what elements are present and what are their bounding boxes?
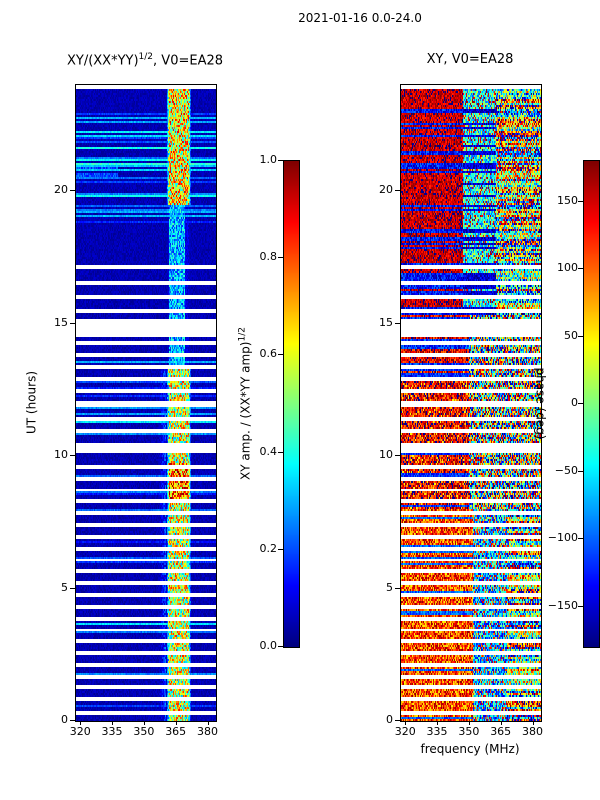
right-colorbar-tick-mark [578, 605, 583, 607]
y-tick-label: 20 [54, 183, 68, 196]
x-tick-mark [112, 721, 114, 725]
x-tick-label: 380 [197, 725, 218, 738]
right-colorbar-tick-mark [578, 335, 583, 337]
y-tick-label: 0 [386, 713, 393, 726]
y-tick-mark [70, 322, 75, 324]
x-tick-label: 350 [458, 725, 480, 738]
left-panel-title-suffix: , V0=EA28 [153, 53, 224, 69]
right-panel-title: XY, V0=EA28 [426, 52, 514, 67]
left-colorbar-tick-label: 1.0 [259, 153, 278, 166]
right-heatmap-panel [400, 84, 542, 722]
left-colorbar-tick-mark [278, 548, 283, 550]
left-colorbar [283, 160, 300, 648]
y-tick-mark [70, 587, 75, 589]
x-tick-label: 350 [133, 725, 155, 738]
y-tick-mark [395, 720, 400, 721]
left-colorbar-label-superscript: 1/2 [237, 327, 248, 342]
x-tick-mark [532, 721, 534, 725]
y-tick-mark [70, 720, 75, 721]
left-colorbar-tick-mark [278, 646, 283, 647]
right-colorbar-tick-mark [578, 538, 583, 539]
y-tick-label: 0 [61, 713, 68, 726]
x-tick-mark [175, 721, 177, 725]
x-tick-mark [80, 721, 82, 725]
x-axis-label: frequency (MHz) [420, 742, 520, 756]
x-tick-label: 365 [490, 725, 512, 738]
y-tick-label: 15 [54, 315, 68, 329]
left-colorbar-tick-label: 0.8 [259, 250, 278, 264]
x-tick-mark [143, 721, 145, 725]
x-tick-label: 320 [69, 725, 91, 738]
right-colorbar-tick-label: 100 [557, 261, 578, 274]
left-panel-title-text: XY/(XX*YY) [66, 53, 139, 69]
x-tick-mark [500, 721, 502, 725]
x-tick-label: 320 [394, 725, 416, 738]
left-colorbar-canvas [284, 161, 299, 647]
y-axis-label: UT (hours) [24, 370, 39, 435]
right-heatmap-canvas [401, 85, 541, 721]
left-colorbar-label-text: XY amp. / (XX*YY amp) [238, 341, 253, 480]
right-colorbar-tick-label: 0 [571, 396, 578, 409]
right-colorbar-tick-label: −50 [554, 463, 578, 477]
y-tick-mark [70, 190, 75, 191]
right-colorbar-tick-label: 150 [557, 193, 578, 207]
x-tick-label: 335 [426, 725, 448, 738]
x-tick-label: 380 [522, 725, 543, 738]
left-colorbar-tick-label: 0.2 [259, 541, 278, 555]
left-colorbar-tick-mark [278, 451, 283, 453]
left-colorbar-tick-label: 0.6 [259, 347, 278, 361]
right-colorbar-tick-label: −100 [547, 531, 578, 544]
y-tick-mark [395, 587, 400, 589]
right-colorbar-tick-label: 50 [564, 328, 578, 342]
y-tick-label: 15 [379, 315, 393, 329]
y-tick-mark [395, 190, 400, 191]
x-tick-mark [468, 721, 470, 725]
figure-title: 2021-01-16 0.0-24.0 [298, 11, 422, 25]
right-colorbar-tick-label: −150 [547, 598, 578, 612]
right-colorbar-tick-mark [578, 200, 583, 202]
y-tick-label: 5 [386, 580, 393, 594]
y-tick-mark [70, 455, 75, 456]
left-panel-title-superscript: 1/2 [138, 52, 154, 62]
right-colorbar-tick-mark [578, 403, 583, 404]
y-tick-label: 20 [379, 183, 393, 196]
left-heatmap-canvas [76, 85, 216, 721]
y-tick-label: 10 [379, 448, 393, 461]
y-tick-label: 10 [54, 448, 68, 461]
x-tick-mark [437, 721, 439, 725]
left-heatmap-panel [75, 84, 217, 722]
x-tick-label: 335 [101, 725, 123, 738]
right-colorbar [583, 160, 600, 648]
y-tick-mark [395, 322, 400, 324]
left-colorbar-label: XY amp. / (XX*YY amp)1/2 [236, 254, 253, 554]
right-colorbar-tick-mark [578, 470, 583, 472]
x-tick-mark [405, 721, 407, 725]
left-colorbar-tick-mark [278, 257, 283, 259]
y-tick-mark [395, 455, 400, 456]
right-colorbar-canvas [584, 161, 599, 647]
right-colorbar-tick-mark [578, 268, 583, 269]
left-colorbar-tick-label: 0.4 [259, 444, 278, 458]
left-panel-title: XY/(XX*YY)1/2, V0=EA28 [25, 52, 265, 68]
x-tick-label: 365 [165, 725, 187, 738]
left-colorbar-tick-mark [278, 354, 283, 356]
y-tick-label: 5 [61, 580, 68, 594]
x-tick-mark [207, 721, 209, 725]
left-colorbar-tick-label: 0.0 [259, 639, 278, 652]
left-colorbar-tick-mark [278, 160, 283, 161]
